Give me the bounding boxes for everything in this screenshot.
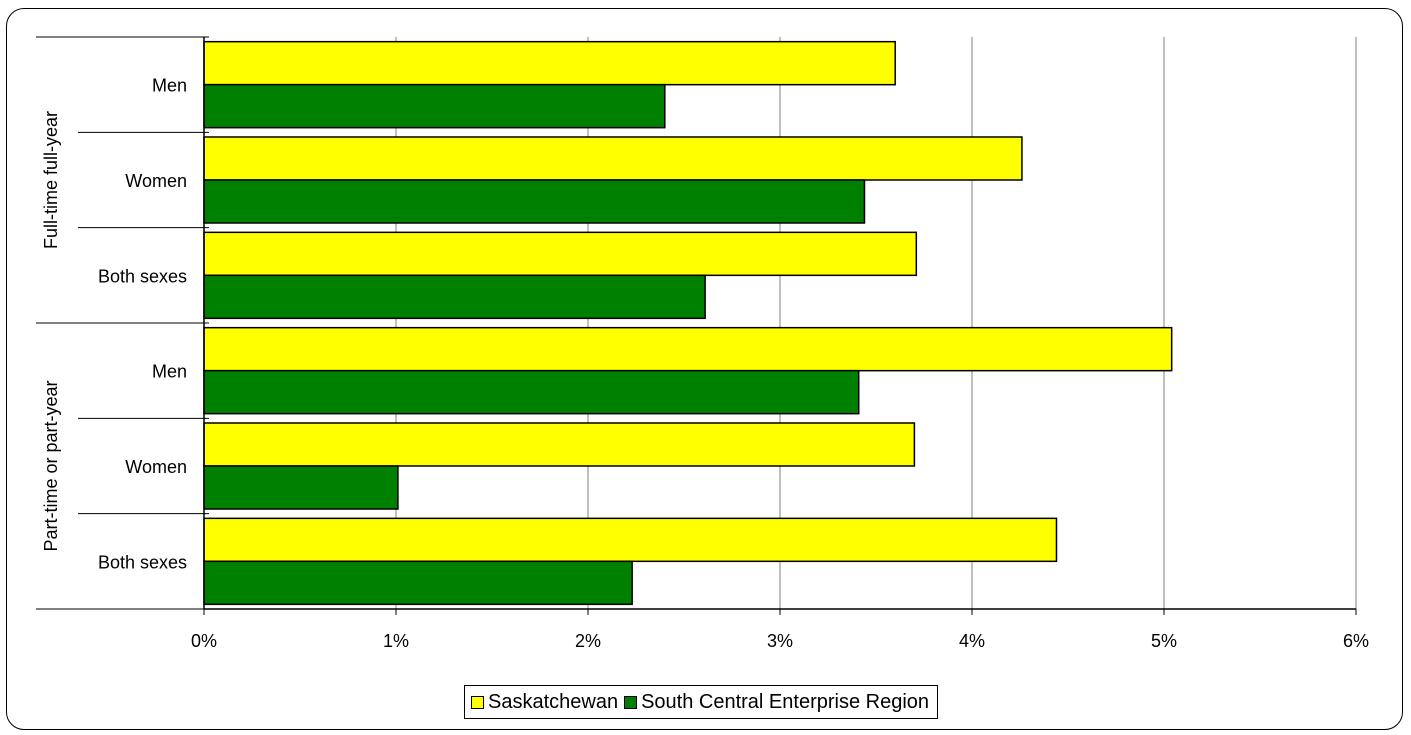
category-label: Both sexes — [98, 552, 187, 572]
bar — [203, 465, 399, 510]
category-label: Women — [125, 171, 187, 191]
bar — [203, 136, 1023, 181]
bar — [203, 517, 1058, 563]
group-label: Part-time or part-year — [41, 380, 61, 551]
bar — [203, 560, 633, 606]
bar — [203, 231, 918, 277]
bar — [203, 40, 896, 86]
x-tick-label: 1% — [383, 631, 409, 651]
legend-label-south-central: South Central Enterprise Region — [641, 690, 930, 713]
category-label: Men — [152, 362, 187, 382]
x-tick-label: 4% — [959, 631, 985, 651]
bar — [203, 83, 666, 129]
category-label: Women — [125, 457, 187, 477]
bar — [203, 179, 866, 224]
x-tick-label: 2% — [575, 631, 601, 651]
bar — [203, 274, 706, 320]
bar — [203, 326, 1173, 372]
category-label: Both sexes — [98, 266, 187, 286]
legend-item-south-central: South Central Enterprise Region — [624, 691, 929, 714]
legend-label-saskatchewan: Saskatchewan — [488, 690, 619, 713]
x-tick-label: 3% — [767, 631, 793, 651]
category-label: Men — [152, 76, 187, 96]
legend-swatch-south-central — [624, 695, 638, 709]
bar — [203, 422, 916, 467]
legend-swatch-saskatchewan — [471, 695, 484, 709]
x-tick-label: 5% — [1151, 631, 1177, 651]
group-label: Full-time full-year — [41, 111, 61, 249]
legend-item-saskatchewan: Saskatchewan — [471, 691, 618, 714]
bar — [203, 369, 860, 415]
x-tick-label: 6% — [1343, 631, 1369, 651]
legend: Saskatchewan South Central Enterprise Re… — [464, 685, 939, 719]
x-tick-label: 0% — [191, 631, 217, 651]
